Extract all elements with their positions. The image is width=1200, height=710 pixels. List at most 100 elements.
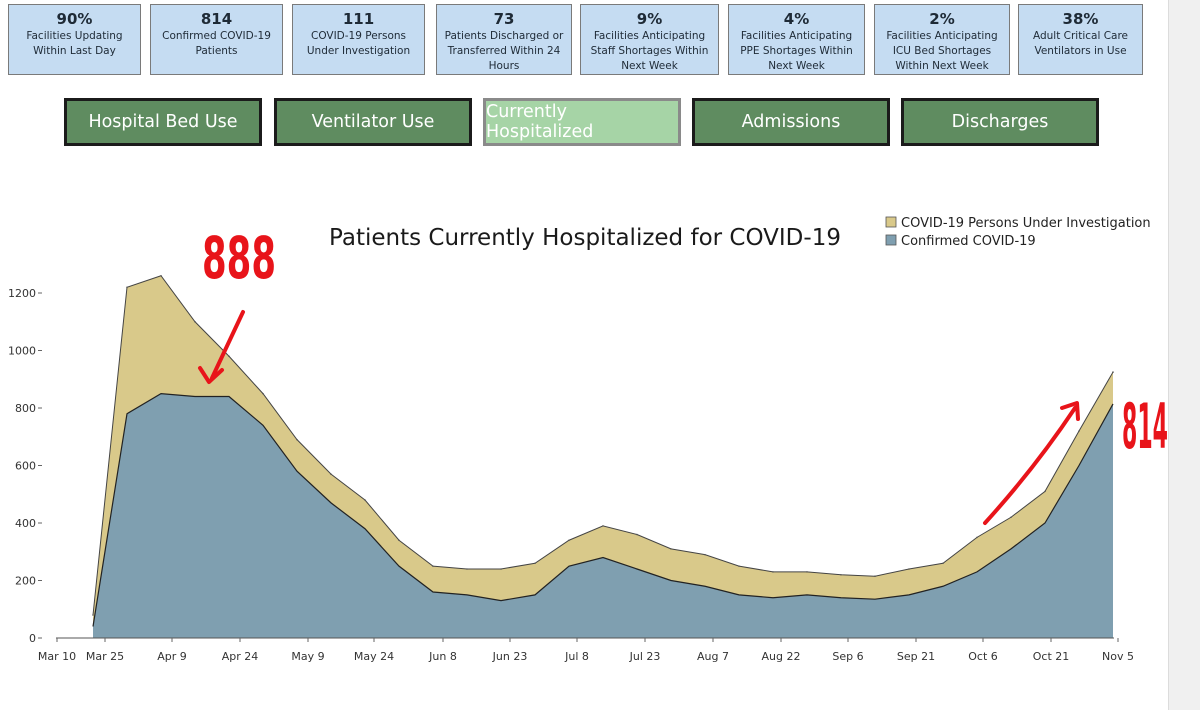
metric-label: Confirmed COVID-19 Patients (162, 30, 271, 57)
metric-value: 38% (1062, 10, 1099, 28)
metric-label: Facilities Anticipating PPE Shortages Wi… (740, 30, 853, 72)
data-point (534, 562, 536, 565)
y-tick-label: 600 (15, 460, 36, 473)
x-tick-label: Sep 6 (832, 650, 863, 663)
data-point (636, 533, 638, 536)
annotation-peak: 888 (202, 224, 276, 292)
data-point (738, 565, 740, 567)
metric-label: COVID-19 Persons Under Investigation (306, 30, 411, 57)
y-tick-label: 1200 (8, 287, 36, 300)
y-axis: 0 200 400 600 800 1000 1200 (8, 287, 42, 645)
x-tick-label: Jun 23 (492, 650, 528, 663)
metric-label: Facilities Updating Within Last Day (26, 30, 123, 57)
data-point (942, 562, 944, 565)
chart-legend: COVID-19 Persons Under Investigation Conf… (885, 216, 1151, 249)
y-tick-label: 200 (15, 575, 36, 588)
metric-value: 111 (342, 10, 375, 28)
legend-swatch (885, 234, 897, 246)
metric-value: 814 (200, 10, 233, 28)
data-point (908, 568, 910, 570)
x-tick-label: Jun 8 (428, 650, 457, 663)
x-tick-label: Sep 21 (897, 650, 935, 663)
nav-button[interactable]: Admissions (692, 98, 890, 146)
x-tick-label: Nov 5 (1102, 650, 1134, 663)
hospitalized-chart: Patients Currently Hospitalized for COVI… (8, 216, 1168, 663)
y-tick-label: 400 (15, 517, 36, 530)
metric-tile: 38% Adult Critical Care Ventilators in Us… (1018, 4, 1143, 75)
chart-areas (92, 274, 1114, 638)
metric-value: 9% (636, 10, 663, 28)
data-point (806, 571, 808, 573)
y-tick-label: 800 (15, 402, 36, 415)
x-tick-label: Apr 24 (222, 650, 259, 663)
metric-tile: 9% Facilities Anticipating Staff Shortage… (580, 4, 719, 75)
data-point (1044, 490, 1046, 493)
data-point (194, 320, 196, 323)
x-tick-label: Aug 22 (762, 650, 801, 663)
metric-tile: 4% Facilities Anticipating PPE Shortages … (728, 4, 865, 75)
x-tick-label: Jul 23 (629, 650, 661, 663)
annotation-arrowhead-latest (1060, 401, 1080, 421)
metric-tile: 814 Confirmed COVID-19 Patients (150, 4, 283, 75)
metric-tile: 73 Patients Discharged or Transferred Wit… (436, 4, 572, 75)
data-point (330, 473, 332, 475)
series-line-confirmed (92, 393, 1114, 627)
nav-button[interactable]: Discharges (901, 98, 1099, 146)
data-point (874, 575, 876, 577)
metric-label: Adult Critical Care Ventilators in Use (1032, 30, 1129, 57)
nav-button[interactable]: Hospital Bed Use (64, 98, 262, 146)
data-point (126, 286, 128, 289)
metric-value: 90% (56, 10, 93, 28)
metric-label: Facilities Anticipating Staff Shortages … (590, 30, 709, 72)
data-point (568, 539, 570, 542)
window-scrollbar[interactable] (1168, 0, 1200, 710)
x-tick-label: Apr 9 (157, 650, 187, 663)
data-point (398, 539, 400, 542)
data-point (262, 392, 264, 395)
data-point (92, 614, 94, 616)
y-tick-label: 0 (29, 632, 36, 645)
x-tick-label: May 9 (291, 650, 324, 663)
data-point (160, 274, 162, 277)
metric-tile: 111 COVID-19 Persons Under Investigation (292, 4, 425, 75)
chart-title: Patients Currently Hospitalized for COVI… (329, 225, 841, 251)
data-point (1010, 516, 1012, 519)
data-point (772, 571, 774, 573)
data-point (432, 565, 434, 567)
metric-tile: 90% Facilities Updating Within Last Day (8, 4, 141, 75)
x-tick-label: Jul 8 (564, 650, 589, 663)
metric-value: 4% (783, 10, 810, 28)
x-tick-label: Oct 21 (1033, 650, 1070, 663)
nav-button[interactable]: Currently Hospitalized (483, 98, 681, 146)
data-point (1112, 371, 1114, 373)
x-tick-label: Mar 25 (86, 650, 124, 663)
metric-label: Patients Discharged or Transferred Withi… (444, 30, 564, 72)
data-point (466, 568, 468, 570)
data-point (296, 438, 298, 441)
nav-button[interactable]: Ventilator Use (274, 98, 472, 146)
x-axis: Mar 10 Mar 25 Apr 9 Apr 24 May 9 May 24 Jun 8 J… (38, 637, 1134, 663)
data-point (976, 536, 978, 539)
x-tick-label: Oct 6 (968, 650, 998, 663)
annotation-latest: 814 (1122, 390, 1168, 463)
x-tick-label: May 24 (354, 650, 394, 663)
data-point (364, 499, 366, 501)
data-point (670, 548, 672, 550)
annotation-arrowhead-peak (198, 366, 224, 384)
legend-label: Confirmed COVID-19 (901, 234, 1036, 249)
legend-swatch (885, 216, 897, 228)
data-point (500, 568, 502, 570)
y-tick-label: 1000 (8, 345, 36, 358)
legend-label: COVID-19 Persons Under Investigation (901, 216, 1151, 231)
annotation-arrow-peak (210, 310, 245, 380)
data-point (1078, 430, 1080, 432)
x-tick-label: Aug 7 (697, 650, 729, 663)
annotations: 888 814 (198, 224, 1168, 525)
metric-tile: 2% Facilities Anticipating ICU Bed Shorta… (874, 4, 1010, 75)
metric-label: Facilities Anticipating ICU Bed Shortage… (886, 30, 998, 72)
data-point (228, 355, 230, 358)
data-point (602, 525, 604, 527)
series-area-confirmed (93, 393, 1113, 638)
x-tick-label: Mar 10 (38, 650, 76, 663)
metric-value: 73 (493, 10, 515, 28)
